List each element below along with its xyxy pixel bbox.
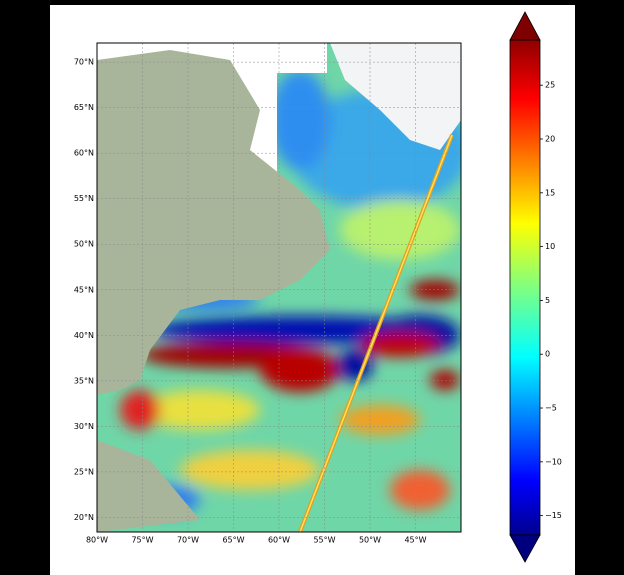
lon-label: 45°W xyxy=(404,536,426,545)
colorbar-tick-label: 15 xyxy=(545,188,555,197)
colorbar-tick-label: 10 xyxy=(545,242,555,251)
lat-label: 40°N xyxy=(74,331,94,340)
colorbar-tick-label: 25 xyxy=(545,81,555,90)
lon-label: 70°W xyxy=(177,536,199,545)
colorbar-tick-label: −10 xyxy=(545,457,562,466)
colorbar-tick-label: 5 xyxy=(545,296,550,305)
lat-label: 70°N xyxy=(74,58,94,67)
lat-label: 45°N xyxy=(74,285,94,294)
colorbar-ramp xyxy=(510,40,540,535)
lon-label: 55°W xyxy=(313,536,335,545)
colorbar-tick-label: −5 xyxy=(545,404,557,413)
map-field xyxy=(97,43,461,532)
lat-label: 20°N xyxy=(74,513,94,522)
colorbar: −15 −10 −5 0 5 10 15 20 25 xyxy=(509,11,562,563)
lon-label: 60°W xyxy=(268,536,290,545)
lon-label: 75°W xyxy=(131,536,153,545)
lat-label: 30°N xyxy=(74,422,94,431)
lat-label: 55°N xyxy=(74,194,94,203)
colorbar-frame xyxy=(509,39,541,536)
lat-label: 50°N xyxy=(74,240,94,249)
lon-label: 80°W xyxy=(86,536,108,545)
colorbar-tick-label: 0 xyxy=(545,350,550,359)
colorbar-tick-label: −15 xyxy=(545,511,562,520)
map-grid: 70°N 65°N 60°N 55°N 50°N 45°N 40°N 35°N 30°N 25°N… xyxy=(74,43,461,545)
lat-label: 25°N xyxy=(74,467,94,476)
lon-label: 65°W xyxy=(222,536,244,545)
lon-label: 50°W xyxy=(359,536,381,545)
lat-label: 35°N xyxy=(74,376,94,385)
map-frame xyxy=(96,42,462,533)
colorbar-tick-label: 20 xyxy=(545,135,555,144)
lat-label: 65°N xyxy=(74,103,94,112)
lat-label: 60°N xyxy=(74,149,94,158)
